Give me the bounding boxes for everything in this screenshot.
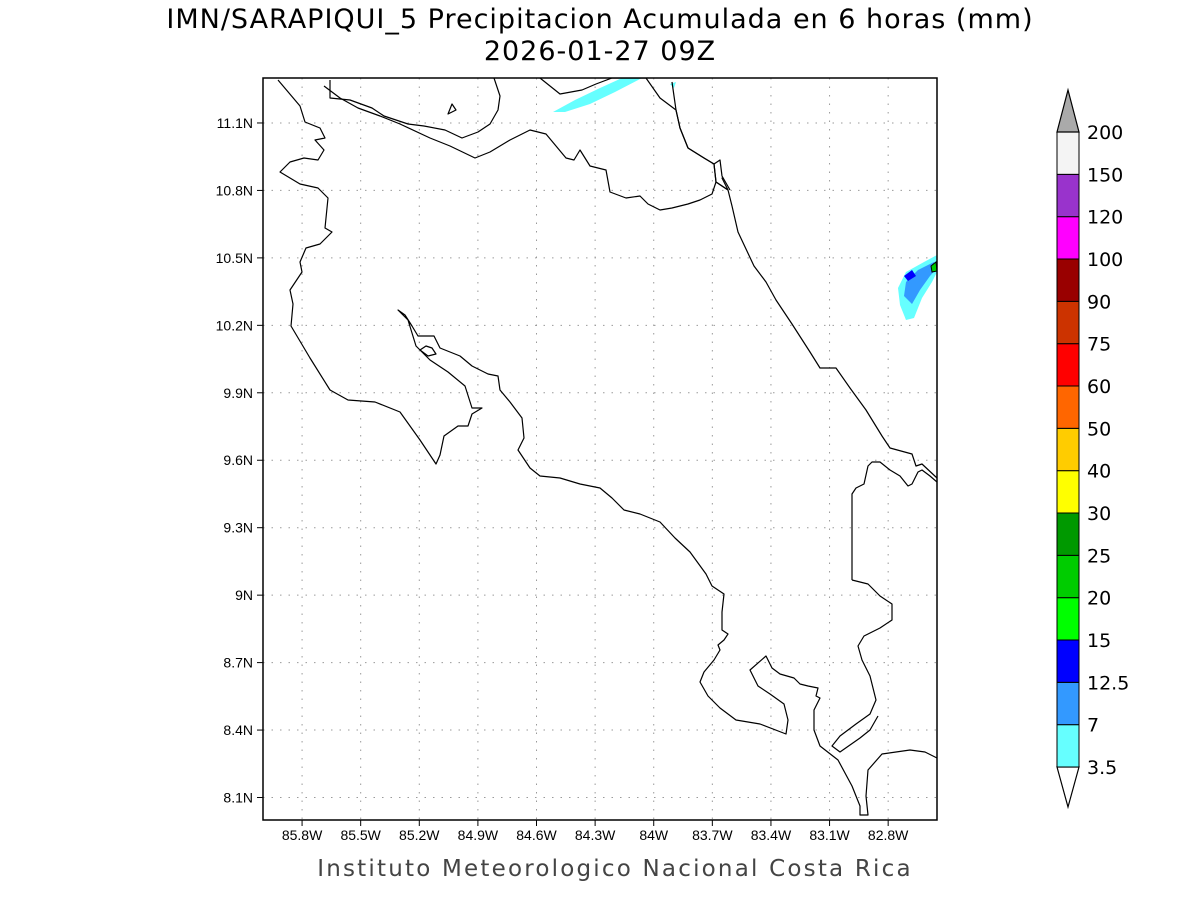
colorbar-label: 100 [1087,249,1123,271]
lat-tick-label: 10.2N [216,317,253,333]
colorbar-label: 90 [1087,291,1111,313]
plot-background [263,78,937,820]
colorbar-label: 50 [1087,418,1111,440]
chart-title: IMN/SARAPIQUI_5 Precipitacion Acumulada … [166,4,1034,35]
lon-tick-label: 84.6W [516,827,557,843]
coastline [277,78,937,816]
colorbar-segment [1056,300,1080,345]
precip-field-caribbean [898,255,937,320]
colorbar-segment [1056,470,1080,514]
map-gridlines [263,78,937,820]
lat-tick-label: 9.9N [223,385,253,401]
colorbar-label: 75 [1087,334,1111,356]
lon-tick-label: 83.4W [751,827,792,843]
lon-tick-label: 85.8W [282,827,323,843]
lat-tick-label: 8.4N [223,722,253,738]
lon-tick-label: 84.9W [458,827,499,843]
colorbar-label: 200 [1087,122,1123,144]
colorbar-segment [1056,385,1080,429]
colorbar-label: 40 [1087,461,1111,483]
lon-tick-label: 83.7W [692,827,733,843]
colorbar-segment [1056,131,1080,175]
colorbar-upper-triangle [1056,87,1080,133]
colorbar: 3.5 7 12.5 15 20 25 30 40 50 60 75 90 100 120 150 200 [1056,87,1129,810]
colorbar-segment [1056,258,1080,302]
lon-tick-label: 83.1W [809,827,850,843]
colorbar-label: 7 [1087,715,1099,737]
colorbar-segment [1056,681,1080,726]
lat-tick-label: 9N [235,587,253,603]
plot-frame [262,77,938,821]
lat-tick-label: 9.6N [223,452,253,468]
colorbar-segment [1056,173,1080,218]
colorbar-segment [1056,639,1080,683]
colorbar-label: 30 [1087,503,1111,525]
colorbar-label: 60 [1087,376,1111,398]
colorbar-label: 15 [1087,630,1111,652]
colorbar-lower-triangle [1056,766,1080,810]
lon-tick-label: 85.2W [399,827,440,843]
colorbar-label: 20 [1087,588,1111,610]
lat-tick-label: 9.3N [223,520,253,536]
lon-tick-label: 84.3W [575,827,616,843]
colorbar-label: 25 [1087,545,1111,567]
map-axes: 11.1N 10.8N 10.5N 10.2N 9.9N 9.6N 9.3N 9N 8.7N 8.… [216,115,910,843]
lat-tick-label: 8.1N [223,790,253,806]
lon-tick-label: 82.8W [868,827,909,843]
colorbar-segment [1056,512,1080,556]
colorbar-segment [1056,427,1080,472]
colorbar-segment [1056,554,1080,599]
lat-tick-label: 10.8N [216,182,253,198]
colorbar-segment [1056,343,1080,387]
colorbar-label: 120 [1087,207,1123,229]
colorbar-segment [1056,724,1080,768]
colorbar-label: 12.5 [1087,672,1129,694]
lon-tick-label: 85.5W [340,827,381,843]
colorbar-label: 150 [1087,164,1123,186]
lat-tick-label: 8.7N [223,655,253,671]
chart-subtitle: 2026-01-27 09Z [483,36,717,67]
colorbar-segment [1056,216,1080,260]
colorbar-segment [1056,597,1080,641]
credit-text: Instituto Meteorologico Nacional Costa R… [317,856,913,882]
lat-tick-label: 11.1N [217,115,253,131]
lon-tick-label: 84W [639,827,669,843]
colorbar-label: 3.5 [1087,757,1117,779]
lat-tick-label: 10.5N [216,250,253,266]
